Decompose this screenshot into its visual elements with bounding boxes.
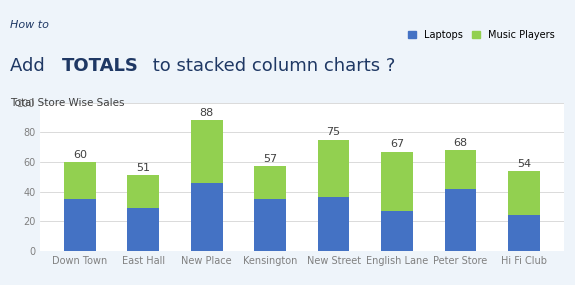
Text: 54: 54 — [517, 158, 531, 168]
Text: 88: 88 — [200, 108, 214, 118]
Text: 67: 67 — [390, 139, 404, 149]
Bar — [444, 150, 476, 189]
Bar — [444, 189, 476, 251]
Text: 57: 57 — [263, 154, 277, 164]
Bar — [318, 198, 350, 251]
Text: How to: How to — [10, 20, 49, 30]
Text: Add: Add — [10, 57, 51, 75]
Bar — [508, 215, 540, 251]
Bar — [318, 140, 350, 198]
Text: Total Store Wise Sales: Total Store Wise Sales — [10, 98, 125, 108]
Bar — [381, 152, 413, 211]
Bar — [381, 211, 413, 251]
Text: 60: 60 — [73, 150, 87, 160]
Bar — [508, 171, 540, 215]
Bar — [254, 166, 286, 199]
Legend: Laptops, Music Players: Laptops, Music Players — [404, 26, 559, 44]
Text: 75: 75 — [327, 127, 340, 137]
Text: 68: 68 — [453, 138, 467, 148]
Bar — [254, 199, 286, 251]
Text: 51: 51 — [136, 163, 150, 173]
Bar — [128, 175, 159, 208]
Text: TOTALS: TOTALS — [62, 57, 139, 75]
Text: to stacked column charts ?: to stacked column charts ? — [147, 57, 395, 75]
Bar — [191, 120, 223, 183]
Bar — [191, 183, 223, 251]
Bar — [128, 208, 159, 251]
Bar — [64, 162, 96, 199]
Bar — [64, 199, 96, 251]
